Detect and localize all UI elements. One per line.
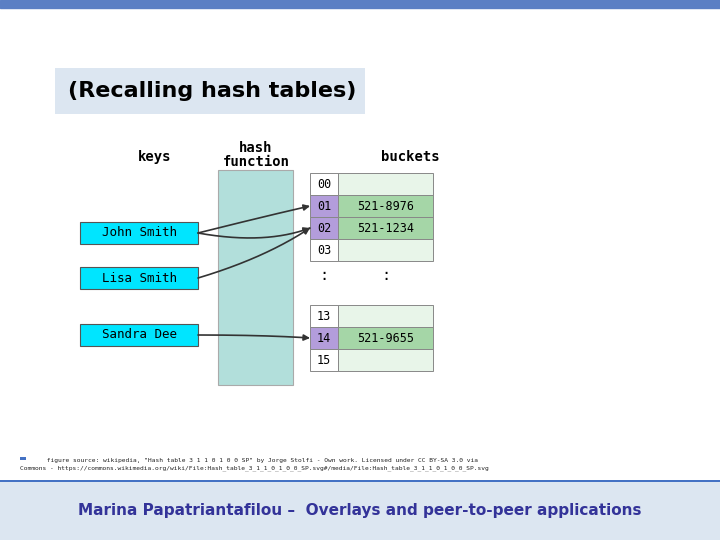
Bar [338,305,433,327]
Text: :: : [381,267,390,282]
Text: 02: 02 [317,221,331,234]
Text: 15: 15 [317,354,331,367]
Text: buckets: buckets [381,150,439,164]
Text: keys: keys [138,150,172,164]
Text: Lisa Smith: Lisa Smith [102,272,176,285]
Text: 13: 13 [317,309,331,322]
Bar [55,68,365,114]
Bar [218,170,293,385]
Text: Commons - https://commons.wikimedia.org/wiki/File:Hash_table_3_1_1_0_1_0_0_SP.sv: Commons - https://commons.wikimedia.org/… [20,465,489,470]
Bar [20,457,26,460]
Text: :: : [320,267,328,282]
Bar [0,482,720,540]
Bar [310,305,338,327]
Text: (Recalling hash tables): (Recalling hash tables) [68,81,356,101]
Text: 521-9655: 521-9655 [357,332,414,345]
Text: 521-8976: 521-8976 [357,199,414,213]
Text: 14: 14 [317,332,331,345]
Text: 01: 01 [317,199,331,213]
Bar [310,327,338,349]
Bar [338,217,433,239]
Bar [310,217,338,239]
Text: hash: hash [239,141,273,155]
Text: John Smith: John Smith [102,226,176,240]
Bar [310,195,338,217]
Text: 00: 00 [317,178,331,191]
Bar [0,480,720,482]
Bar [310,239,338,261]
Bar [310,349,338,371]
Bar [310,173,338,195]
Text: 521-1234: 521-1234 [357,221,414,234]
Bar [0,0,720,8]
Bar [338,349,433,371]
Bar [338,195,433,217]
Text: 03: 03 [317,244,331,256]
Text: figure source: wikipedia, "Hash table 3 1 1 0 1 0 0 SP" by Jorge Stolfi - Own wo: figure source: wikipedia, "Hash table 3 … [28,458,478,463]
Bar [80,222,198,244]
Bar [80,324,198,346]
Bar [338,173,433,195]
Text: Marina Papatriantafilou –  Overlays and peer-to-peer applications: Marina Papatriantafilou – Overlays and p… [78,503,642,518]
Text: Sandra Dee: Sandra Dee [102,328,176,341]
Bar [80,267,198,289]
Bar [338,239,433,261]
Text: function: function [222,155,289,169]
Bar [338,327,433,349]
